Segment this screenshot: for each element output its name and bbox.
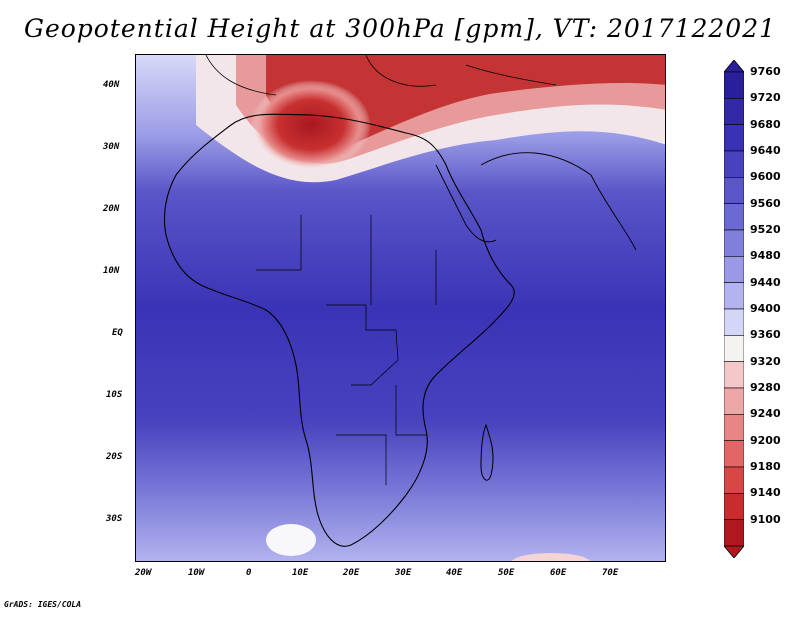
colorbar-cell bbox=[724, 361, 744, 389]
colorbar bbox=[724, 60, 744, 558]
colorbar-cell bbox=[724, 493, 744, 520]
lat-label: 40N bbox=[103, 80, 120, 90]
lon-label: 60E bbox=[550, 568, 567, 578]
colorbar-label: 9560 bbox=[750, 196, 781, 210]
arabia-coast bbox=[435, 152, 637, 251]
lon-label: 70E bbox=[602, 568, 619, 578]
colorbar-bottom-arrow bbox=[724, 545, 744, 558]
colorbar-cell bbox=[724, 98, 744, 125]
lat-label: 20S bbox=[106, 452, 123, 462]
colorbar-cell bbox=[724, 124, 744, 152]
colorbar-label: 9520 bbox=[750, 223, 781, 236]
colorbar-label: 9200 bbox=[750, 433, 781, 447]
lon-label: 20W bbox=[135, 568, 152, 578]
colorbar-cell bbox=[724, 387, 744, 415]
colorbar-cell bbox=[724, 150, 744, 178]
colorbar-label: 9360 bbox=[750, 328, 781, 342]
credit-text: GrADS: IGES/COLA bbox=[4, 600, 82, 609]
lat-label: 10N bbox=[103, 266, 120, 276]
colorbar-cell bbox=[724, 71, 744, 99]
southern-warm-patch bbox=[511, 553, 591, 561]
colorbar-label: 9480 bbox=[750, 249, 781, 263]
colorbar-label: 9720 bbox=[750, 91, 781, 105]
colorbar-cell bbox=[724, 440, 744, 468]
colorbar-label: 9640 bbox=[750, 144, 781, 157]
lon-label: 50E bbox=[498, 568, 515, 578]
africa-coastline bbox=[163, 113, 515, 547]
southern-high-white bbox=[266, 524, 316, 556]
colorbar-cell bbox=[724, 177, 744, 204]
colorbar-label: 9400 bbox=[750, 302, 781, 315]
chart-title: Geopotential Height at 300hPa [gpm], VT:… bbox=[23, 14, 777, 43]
colorbar-cell bbox=[724, 256, 744, 283]
lon-label: 30E bbox=[395, 568, 412, 578]
colorbar-label: 9320 bbox=[750, 354, 781, 368]
lat-label: EQ bbox=[112, 328, 123, 338]
colorbar-cell bbox=[724, 308, 744, 336]
country-borders bbox=[256, 215, 437, 485]
madagascar-outline bbox=[480, 423, 494, 481]
colorbar-label: 9680 bbox=[750, 117, 781, 131]
colorbar-cell bbox=[724, 414, 744, 441]
colorbar-cell bbox=[724, 335, 744, 362]
lon-label: 10W bbox=[188, 568, 205, 578]
map-panel bbox=[135, 54, 666, 562]
lon-label: 10E bbox=[292, 568, 309, 578]
colorbar-cell bbox=[724, 282, 744, 310]
geopotential-map bbox=[136, 55, 665, 561]
colorbar-label: 9280 bbox=[750, 381, 781, 394]
colorbar-top-arrow bbox=[724, 60, 744, 73]
colorbar-label: 9440 bbox=[750, 275, 781, 289]
lon-label: 40E bbox=[446, 568, 463, 578]
colorbar-label: 9600 bbox=[750, 170, 781, 184]
colorbar-cell bbox=[724, 229, 744, 257]
lon-label: 20E bbox=[343, 568, 360, 578]
ridge-core bbox=[251, 80, 371, 170]
europe-coast bbox=[205, 55, 557, 96]
lat-label: 30S bbox=[106, 514, 123, 524]
colorbar-label: 9140 bbox=[750, 486, 781, 500]
colorbar-label: 9240 bbox=[750, 407, 781, 421]
lat-label: 30N bbox=[103, 142, 120, 152]
colorbar-label: 9180 bbox=[750, 460, 781, 473]
colorbar-label: 9100 bbox=[750, 512, 781, 526]
lat-label: 20N bbox=[103, 204, 120, 214]
colorbar-cell bbox=[724, 519, 744, 547]
lat-label: 10S bbox=[106, 390, 123, 400]
colorbar-label: 9760 bbox=[750, 65, 781, 78]
colorbar-cell bbox=[724, 466, 744, 494]
colorbar-cell bbox=[724, 203, 744, 231]
lon-label: 0 bbox=[246, 568, 252, 578]
